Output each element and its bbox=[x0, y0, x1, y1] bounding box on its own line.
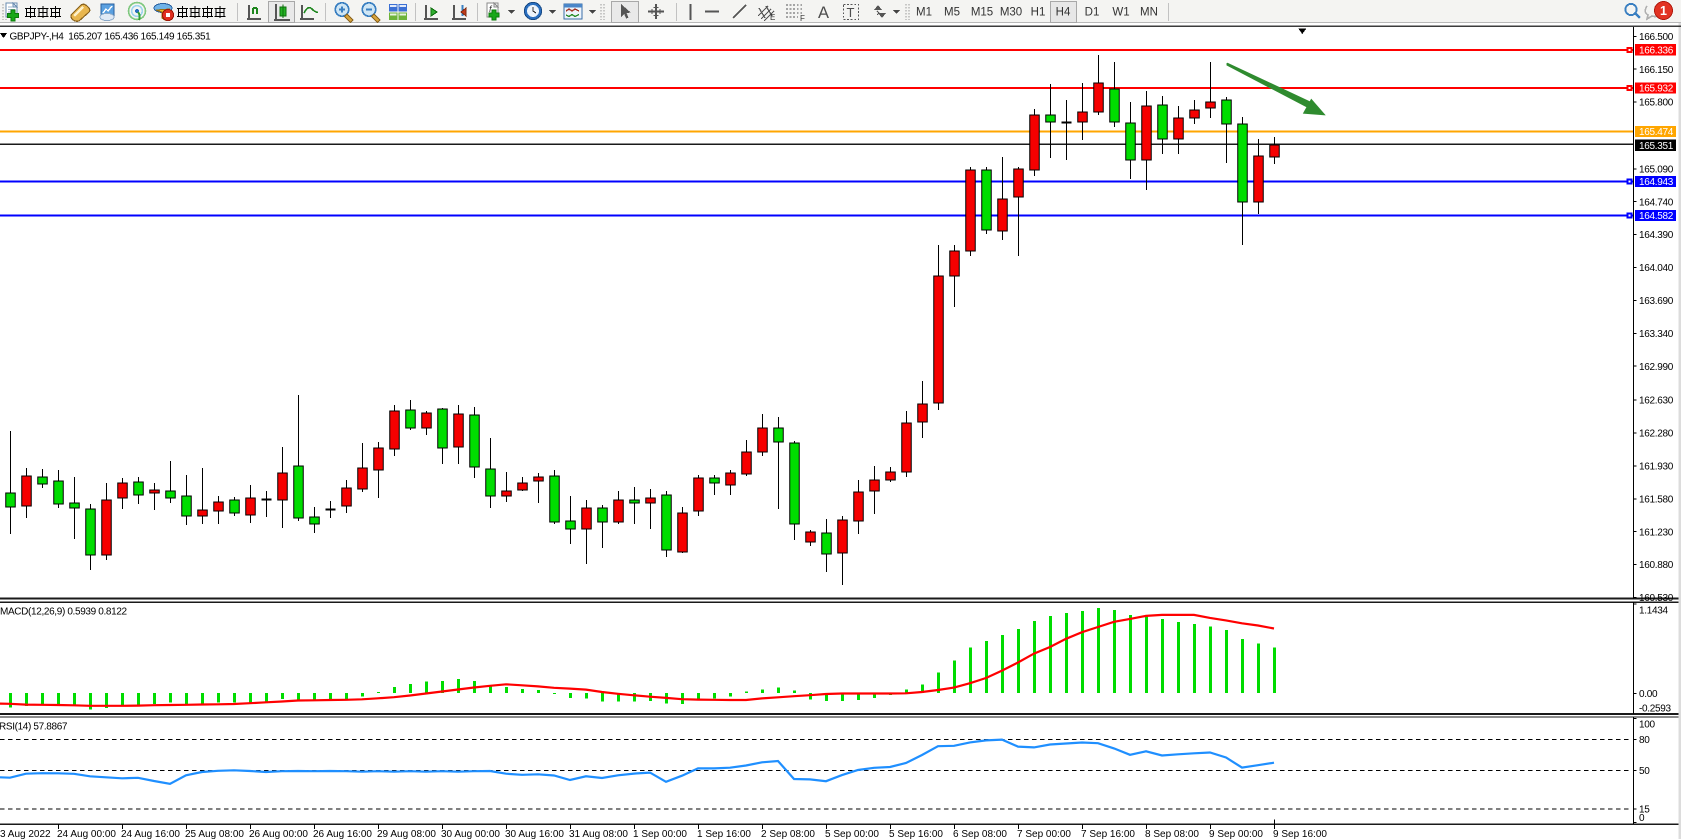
svg-text:162.630: 162.630 bbox=[1639, 396, 1674, 407]
svg-text:164.740: 164.740 bbox=[1639, 197, 1674, 208]
svg-text:3 Aug 2022: 3 Aug 2022 bbox=[0, 829, 51, 839]
svg-text:M30: M30 bbox=[1000, 7, 1022, 19]
svg-text:30 Aug 16:00: 30 Aug 16:00 bbox=[505, 829, 564, 839]
svg-text:1: 1 bbox=[1660, 4, 1667, 18]
svg-text:RSI(14) 57.8867: RSI(14) 57.8867 bbox=[0, 721, 68, 732]
svg-text:M15: M15 bbox=[971, 7, 993, 19]
svg-text:165.932: 165.932 bbox=[1639, 84, 1674, 95]
svg-text:162.280: 162.280 bbox=[1639, 429, 1674, 440]
svg-text:0.00: 0.00 bbox=[1639, 689, 1658, 700]
svg-text:162.990: 162.990 bbox=[1639, 362, 1674, 373]
svg-text:166.500: 166.500 bbox=[1639, 32, 1674, 43]
svg-text:15: 15 bbox=[1639, 805, 1650, 816]
svg-text:M1: M1 bbox=[916, 7, 932, 19]
svg-text:H1: H1 bbox=[1031, 7, 1046, 19]
svg-text:9 Sep 00:00: 9 Sep 00:00 bbox=[1209, 829, 1263, 839]
svg-text:9 Sep 16:00: 9 Sep 16:00 bbox=[1273, 829, 1327, 839]
svg-text:164.943: 164.943 bbox=[1639, 177, 1674, 188]
svg-text:80: 80 bbox=[1639, 735, 1650, 746]
svg-text:0: 0 bbox=[1639, 813, 1645, 824]
svg-text:166.150: 166.150 bbox=[1639, 65, 1674, 76]
svg-text:1 Sep 00:00: 1 Sep 00:00 bbox=[633, 829, 687, 839]
svg-text:MACD(12,26,9) 0.5939 0.8122: MACD(12,26,9) 0.5939 0.8122 bbox=[0, 607, 128, 618]
svg-text:30 Aug 00:00: 30 Aug 00:00 bbox=[441, 829, 500, 839]
svg-text:MN: MN bbox=[1140, 7, 1158, 19]
svg-text:1 Sep 16:00: 1 Sep 16:00 bbox=[697, 829, 751, 839]
svg-text:f: f bbox=[489, 4, 493, 14]
svg-text:31 Aug 08:00: 31 Aug 08:00 bbox=[569, 829, 628, 839]
svg-text:6 Sep 08:00: 6 Sep 08:00 bbox=[953, 829, 1007, 839]
svg-text:D1: D1 bbox=[1085, 7, 1100, 19]
svg-text:W1: W1 bbox=[1112, 7, 1129, 19]
svg-text:165.474: 165.474 bbox=[1639, 127, 1674, 138]
svg-text:8 Sep 08:00: 8 Sep 08:00 bbox=[1145, 829, 1199, 839]
svg-text:163.690: 163.690 bbox=[1639, 296, 1674, 307]
svg-text:164.390: 164.390 bbox=[1639, 230, 1674, 241]
svg-text:163.340: 163.340 bbox=[1639, 329, 1674, 340]
svg-text:165.800: 165.800 bbox=[1639, 98, 1674, 109]
svg-text:161.230: 161.230 bbox=[1639, 527, 1674, 538]
svg-text:24 Aug 16:00: 24 Aug 16:00 bbox=[121, 829, 180, 839]
svg-text:164.040: 164.040 bbox=[1639, 263, 1674, 274]
svg-text:25 Aug 08:00: 25 Aug 08:00 bbox=[185, 829, 244, 839]
svg-text:T: T bbox=[847, 5, 855, 20]
svg-text:-0.2593: -0.2593 bbox=[1639, 704, 1672, 715]
svg-text:2 Sep 08:00: 2 Sep 08:00 bbox=[761, 829, 815, 839]
svg-text:M5: M5 bbox=[944, 7, 960, 19]
svg-text:A: A bbox=[818, 4, 829, 22]
svg-text:161.930: 161.930 bbox=[1639, 462, 1674, 473]
svg-text:5 Sep 16:00: 5 Sep 16:00 bbox=[889, 829, 943, 839]
svg-text:26 Aug 16:00: 26 Aug 16:00 bbox=[313, 829, 372, 839]
svg-text:50: 50 bbox=[1639, 766, 1650, 777]
svg-text:26 Aug 00:00: 26 Aug 00:00 bbox=[249, 829, 308, 839]
svg-text:166.336: 166.336 bbox=[1639, 45, 1674, 56]
svg-text:160.880: 160.880 bbox=[1639, 560, 1674, 571]
svg-text:24 Aug 00:00: 24 Aug 00:00 bbox=[57, 829, 116, 839]
svg-text:165.090: 165.090 bbox=[1639, 164, 1674, 175]
svg-text:GBPJPY-,H4 165.207 165.436 16: GBPJPY-,H4 165.207 165.436 165.149 165.3… bbox=[10, 31, 212, 42]
svg-text:7 Sep 00:00: 7 Sep 00:00 bbox=[1017, 829, 1071, 839]
svg-text:161.580: 161.580 bbox=[1639, 494, 1674, 505]
svg-text:164.582: 164.582 bbox=[1639, 211, 1674, 222]
svg-text:H4: H4 bbox=[1056, 7, 1071, 19]
svg-text:F: F bbox=[800, 14, 805, 23]
svg-text:1.1434: 1.1434 bbox=[1639, 606, 1669, 617]
svg-text:7 Sep 16:00: 7 Sep 16:00 bbox=[1081, 829, 1135, 839]
svg-text:29 Aug 08:00: 29 Aug 08:00 bbox=[377, 829, 436, 839]
svg-text:100: 100 bbox=[1639, 719, 1656, 730]
svg-text:E: E bbox=[770, 13, 775, 22]
svg-text:5 Sep 00:00: 5 Sep 00:00 bbox=[825, 829, 879, 839]
svg-text:160.530: 160.530 bbox=[1639, 593, 1674, 604]
svg-text:165.351: 165.351 bbox=[1639, 141, 1674, 152]
